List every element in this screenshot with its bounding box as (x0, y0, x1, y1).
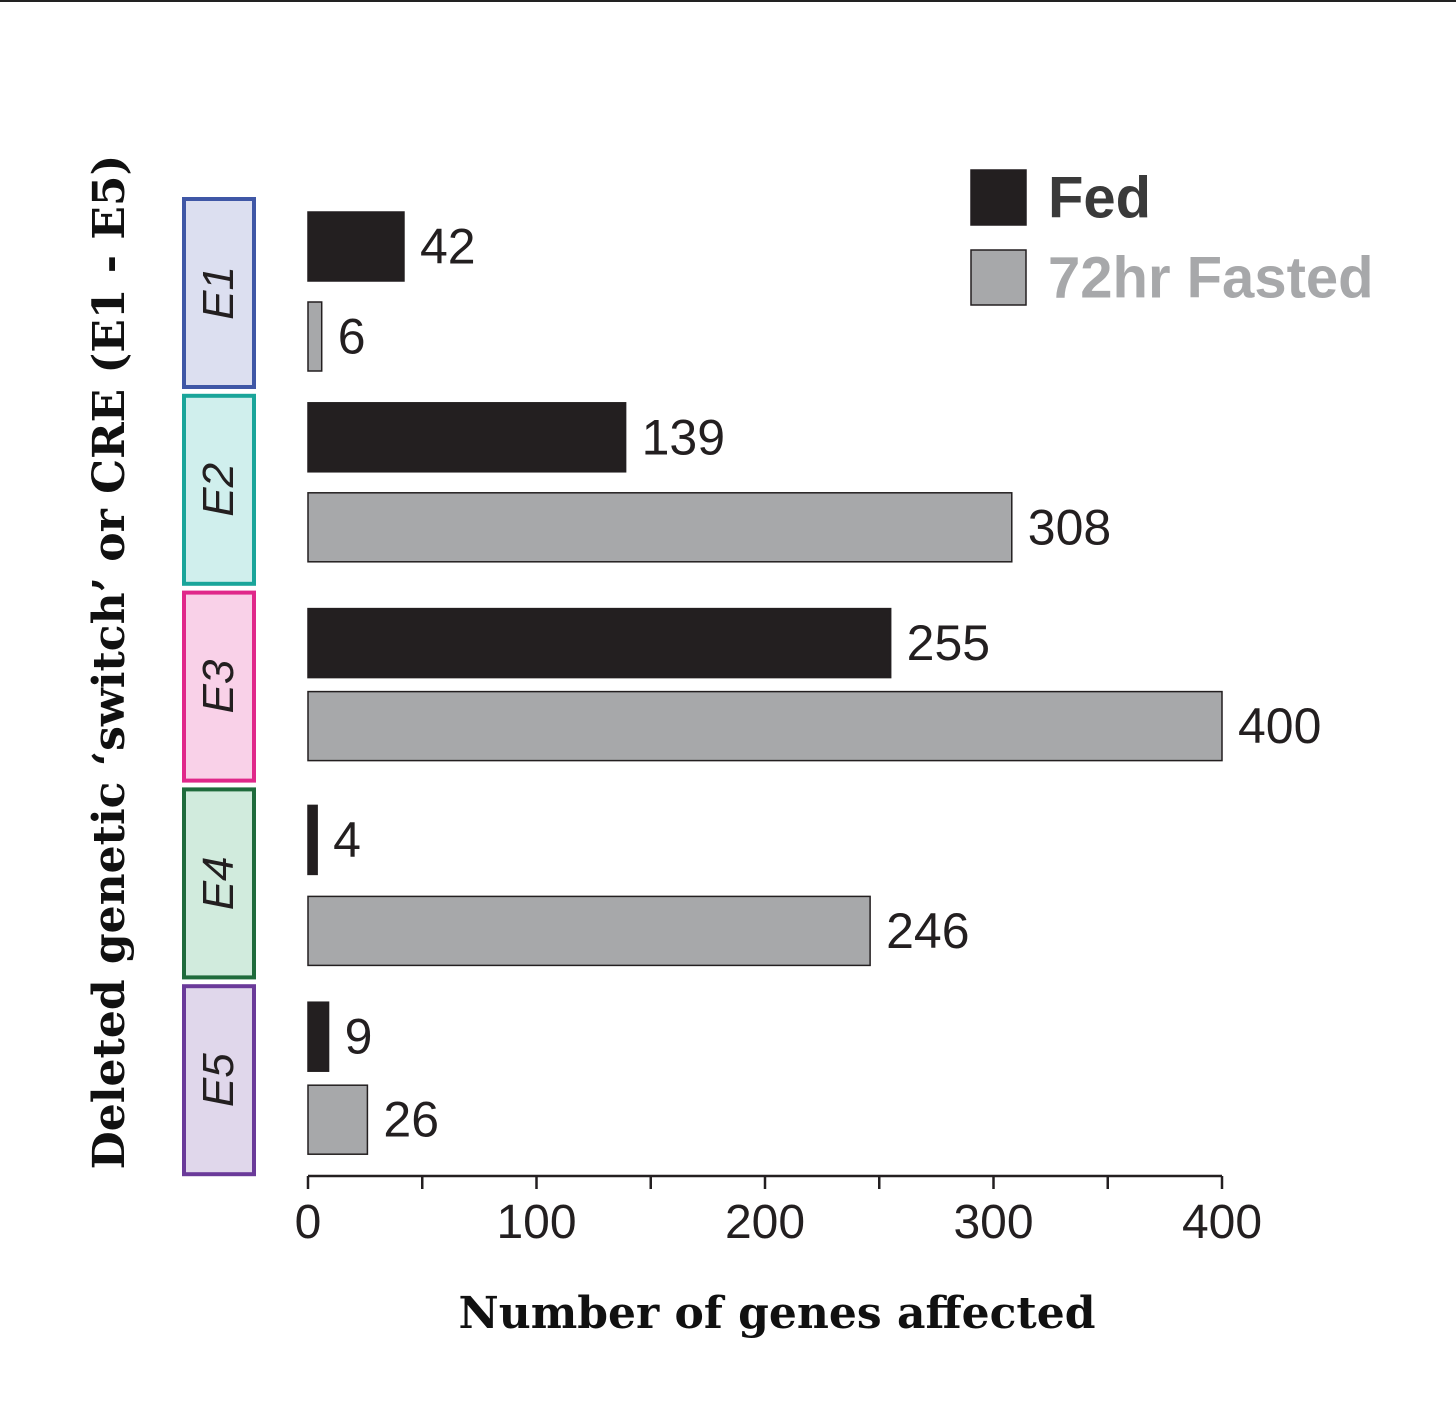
legend-swatch-fed (970, 169, 1027, 226)
x-tick-label: 200 (725, 1196, 805, 1249)
category-label-e5: E5 (194, 1053, 243, 1107)
legend-label-fasted: 72hr Fasted (1048, 246, 1374, 311)
data-label-e3-fasted: 400 (1238, 698, 1321, 754)
y-axis-title: Deleted genetic ‘switch’ or CRE (E1 - E5… (84, 155, 135, 1170)
category-box-e1 (182, 197, 256, 389)
data-label-e3-fed: 255 (907, 615, 990, 671)
data-label-e5-fed: 9 (345, 1009, 373, 1065)
data-labels: 42 6 139 308 255 400 4 246 926 (333, 219, 1321, 1148)
data-label-e4-fed: 4 (333, 812, 361, 868)
bar-e1-fasted (307, 301, 323, 372)
x-tick-label: 400 (1182, 1196, 1262, 1249)
data-label-e4-fasted: 246 (886, 903, 969, 959)
bar-e1-fed (307, 211, 405, 282)
category-box-e4 (182, 787, 256, 980)
legend-label-fed: Fed (1048, 166, 1151, 231)
category-label-e4: E4 (194, 856, 243, 910)
category-labels: E1 E2 E3 E4 E5 (182, 197, 256, 1177)
bar-e5-fasted (307, 1084, 369, 1155)
bars (307, 211, 1223, 1155)
category-box-e3 (182, 590, 256, 783)
frame-border (0, 0, 1456, 2)
category-box-e2 (182, 393, 256, 586)
data-label-e2-fed: 139 (642, 409, 725, 465)
data-label-e1-fasted: 6 (338, 309, 366, 365)
bar-e2-fed (307, 402, 627, 473)
data-label-e1-fed: 42 (420, 219, 476, 275)
x-axis-title: Number of genes affected (459, 1288, 1096, 1339)
bar-e3-fed (307, 607, 892, 679)
category-label-e1: E1 (194, 266, 243, 320)
x-tick-label: 0 (295, 1196, 322, 1249)
legend: Fed 72hr Fasted (970, 166, 1374, 311)
x-axis: 0 100 200 300 400 (295, 1174, 1262, 1249)
bar-e4-fasted (307, 895, 871, 967)
category-box-e5 (182, 984, 256, 1177)
bar-e5-fed (307, 1001, 330, 1072)
bar-e3-fasted (307, 690, 1223, 762)
data-label-e2-fasted: 308 (1028, 499, 1111, 555)
x-tick-label: 100 (496, 1196, 576, 1249)
bar-e4-fed (307, 804, 318, 876)
legend-swatch-fasted (970, 249, 1027, 306)
category-label-e3: E3 (194, 659, 243, 713)
data-label-e5-fasted: 26 (383, 1092, 439, 1148)
bar-e2-fasted (307, 492, 1013, 563)
x-tick-label: 300 (953, 1196, 1033, 1249)
category-label-e2: E2 (194, 463, 243, 517)
